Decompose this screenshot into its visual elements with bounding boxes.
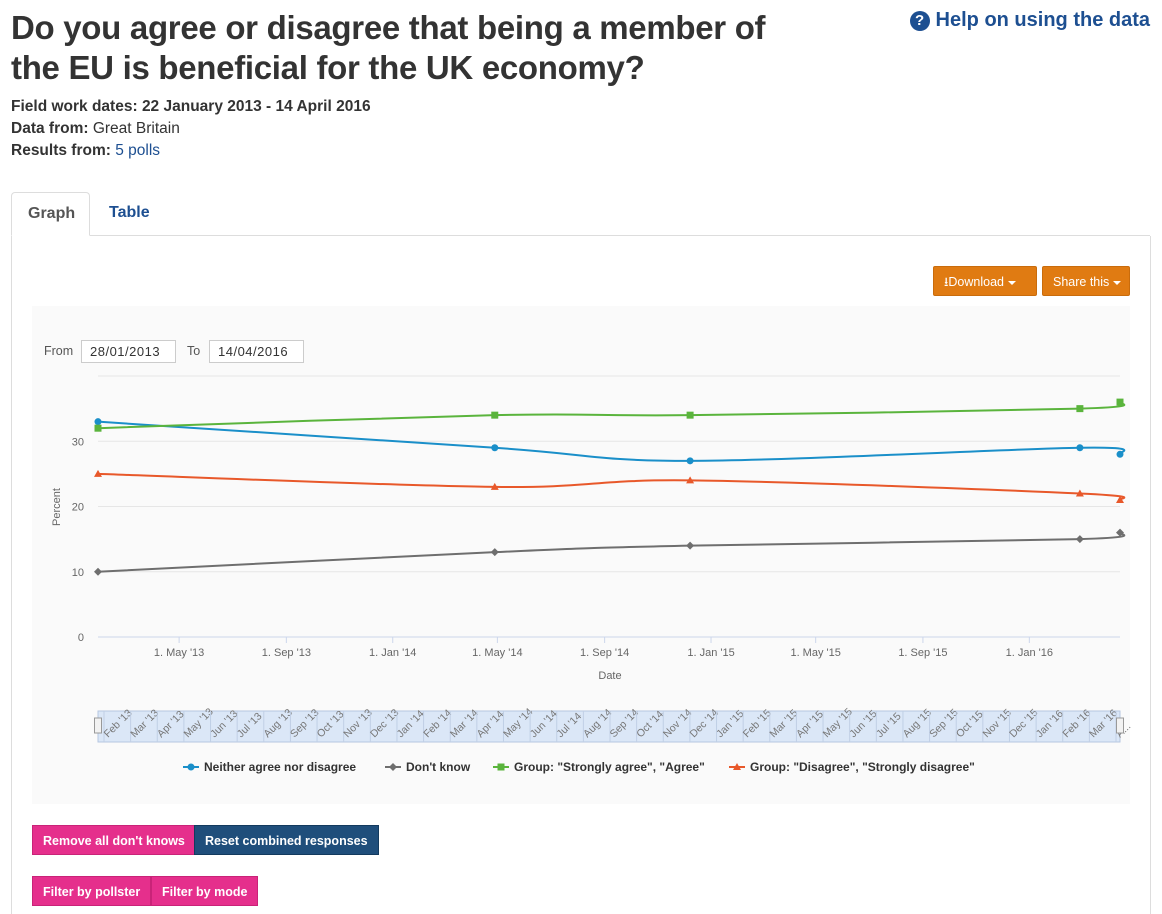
tab-graph[interactable]: Graph (11, 192, 90, 236)
results-label: Results from: (11, 142, 111, 159)
tab-table[interactable]: Table (109, 204, 150, 221)
download-button[interactable]: ⭳Download (933, 266, 1037, 296)
fieldwork-row: Field work dates: 22 January 2013 - 14 A… (11, 96, 371, 118)
view-tabs: Graph Table (11, 192, 1150, 236)
share-label: Share this (1053, 275, 1110, 289)
from-date-input[interactable]: 28/01/2013 (81, 340, 176, 363)
filter-pollster-button[interactable]: Filter by pollster (32, 876, 152, 906)
fieldwork-value: 22 January 2013 - 14 April 2016 (141, 98, 371, 115)
help-link[interactable]: ? Help on using the data (909, 9, 1150, 32)
chevron-down-icon (1007, 280, 1016, 285)
results-row: Results from: 5 polls (11, 140, 371, 162)
download-label: Download (948, 275, 1004, 289)
share-button[interactable]: Share this (1042, 266, 1130, 296)
page-title: Do you agree or disagree that being a me… (11, 9, 766, 86)
fieldwork-label: Field work dates: (11, 98, 138, 115)
reset-combined-button[interactable]: Reset combined responses (194, 825, 379, 855)
data-from-row: Data from: Great Britain (11, 118, 371, 140)
question-icon: ? (909, 10, 930, 31)
data-from-value: Great Britain (92, 120, 180, 137)
from-label: From (44, 344, 74, 358)
to-label: To (187, 344, 201, 358)
polls-link[interactable]: 5 polls (115, 142, 161, 159)
to-date-input[interactable]: 14/04/2016 (209, 340, 304, 363)
data-from-label: Data from: (11, 120, 89, 137)
chart-container (32, 306, 1130, 804)
download-icon: ⭳ (944, 275, 949, 289)
remove-dont-knows-button[interactable]: Remove all don't knows (32, 825, 196, 855)
filter-mode-button[interactable]: Filter by mode (151, 876, 259, 906)
help-link-label: Help on using the data (935, 9, 1150, 31)
poll-meta: Field work dates: 22 January 2013 - 14 A… (11, 96, 371, 162)
chevron-down-icon (1113, 280, 1122, 285)
